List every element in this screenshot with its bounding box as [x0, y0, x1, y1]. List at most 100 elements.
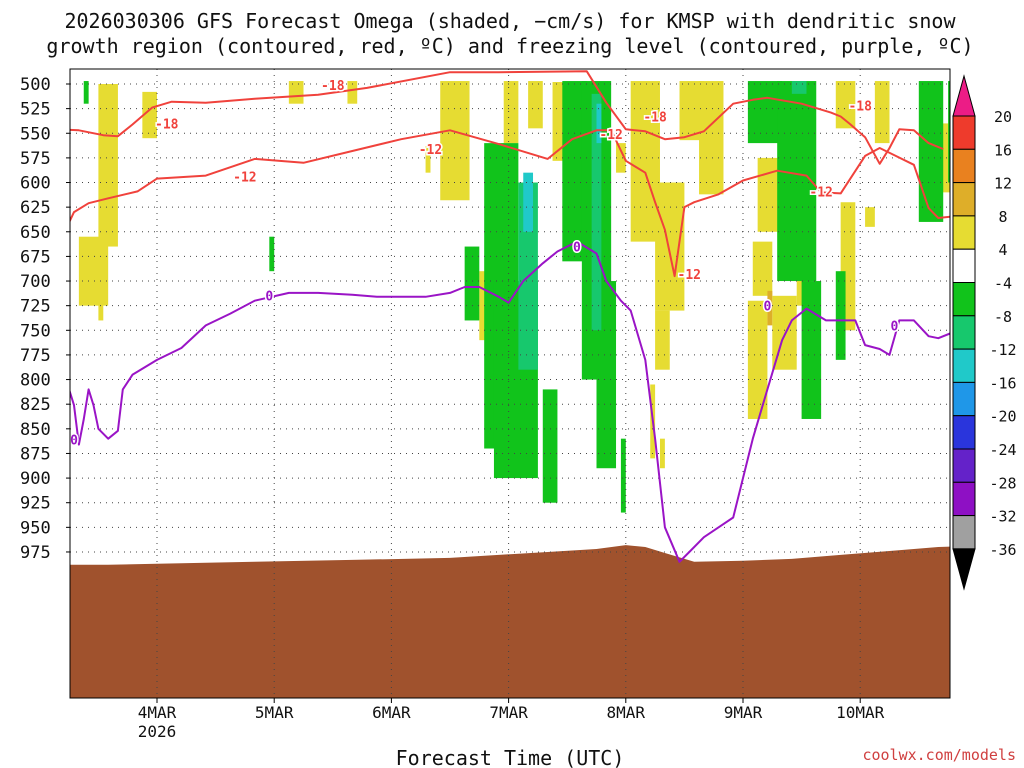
contour-label: 0 [70, 434, 78, 449]
omega-cell [791, 81, 807, 94]
y-tick-label: 900 [20, 469, 51, 489]
omega-cell [503, 81, 519, 144]
omega-cell [464, 246, 480, 321]
y-tick-label: 825 [20, 395, 51, 415]
colorbar-label: 12 [994, 175, 1012, 193]
omega-cell [596, 103, 602, 144]
y-tick-label: 925 [20, 494, 51, 514]
colorbar-segment [952, 215, 976, 250]
omega-shading [78, 81, 1024, 513]
colorbar-segment [952, 148, 976, 184]
colorbar-segment [952, 381, 976, 417]
omega-cell [752, 241, 773, 296]
omega-cell [767, 290, 773, 326]
x-tick-label: 10MAR [836, 703, 885, 722]
omega-cell [747, 300, 768, 419]
contour-label: -12 [599, 128, 622, 143]
y-axis: 500 525 550 575 600 625 650 675 700 725 750 775 800 8… [20, 75, 70, 563]
y-tick-label: 725 [20, 297, 51, 317]
omega-cell [83, 81, 89, 104]
omega-cell [269, 236, 275, 272]
omega-cell [347, 81, 358, 104]
contour-label: 0 [265, 290, 273, 305]
colorbar-label: -8 [994, 308, 1012, 326]
y-tick-label: 625 [20, 198, 51, 218]
y-tick-label: 525 [20, 100, 51, 120]
y-tick-label: 850 [20, 420, 51, 440]
y-tick-label: 975 [20, 543, 51, 563]
contour-line-0 [70, 240, 950, 563]
x-tick-label: 8MAR [607, 703, 646, 722]
y-tick-label: 550 [20, 124, 51, 144]
y-tick-label: 800 [20, 371, 51, 391]
omega-cell [874, 81, 890, 144]
y-tick-label: 650 [20, 223, 51, 243]
contour-label: -18 [643, 110, 667, 125]
omega-cell [747, 81, 783, 144]
colorbar-label: -12 [989, 341, 1016, 359]
colorbar-label: 4 [998, 241, 1007, 259]
omega-cell [918, 81, 944, 222]
x-tick-label: 4MAR [138, 703, 177, 722]
y-tick-label: 700 [20, 272, 51, 292]
omega-cell [542, 389, 558, 503]
omega-cell [98, 295, 104, 321]
colorbar-label: 16 [994, 141, 1012, 159]
contours [70, 70, 950, 563]
y-tick-label: 500 [20, 75, 51, 95]
colorbar-label: -32 [989, 508, 1016, 526]
chart-title: 2026030306 GFS Forecast Omega (shaded, −… [46, 9, 973, 58]
colorbar-label: -36 [989, 541, 1016, 559]
omega-cell [78, 236, 109, 306]
omega-cell [1012, 148, 1022, 222]
omega-cell [1016, 261, 1024, 340]
contour-label: -12 [678, 268, 701, 283]
omega-cell [655, 310, 670, 370]
x-tick-year-label: 2026 [138, 722, 177, 741]
omega-cell [523, 172, 534, 232]
contour-label: 0 [764, 300, 772, 315]
omega-cell [1012, 123, 1024, 207]
terrain-fill [70, 545, 950, 698]
colorbar-label: -16 [989, 374, 1016, 392]
colorbar-segment [952, 515, 976, 550]
colorbar-label: 20 [994, 108, 1012, 126]
terrain-ground [70, 545, 950, 698]
omega-cell [440, 81, 470, 201]
omega-cell [620, 438, 626, 513]
omega-cell [801, 281, 822, 419]
contour-label: -12 [233, 171, 256, 186]
omega-cell [655, 182, 685, 311]
colorbar-label: -4 [994, 275, 1012, 293]
contour-label: -18 [155, 117, 179, 132]
contour-label: -18 [848, 100, 872, 115]
colorbar: 20 16 12 8 4 -4 -8 -12 -16 -20 -24 -28 -32 -36 [952, 74, 1017, 591]
colorbar-segment [952, 348, 976, 383]
colorbar-segment [952, 248, 976, 283]
omega-cell [987, 296, 992, 321]
y-tick-label: 875 [20, 444, 51, 464]
omega-cell [1007, 190, 1024, 231]
omega-cell [1007, 202, 1024, 281]
colorbar-segment [952, 481, 976, 517]
omega-cell [865, 207, 875, 227]
colorbar-segment [952, 182, 976, 217]
y-tick-label: 950 [20, 518, 51, 538]
omega-cell [98, 84, 118, 247]
colorbar-label: -28 [989, 474, 1016, 492]
plot-area: -18-18-18-18-18-12-12-12-12-12-12000000 [70, 69, 1024, 698]
colorbar-label: -20 [989, 408, 1016, 426]
contour-label: 0 [890, 319, 898, 334]
credit-link[interactable]: coolwx.com/models [862, 746, 1016, 764]
colorbar-bottom-arrow [952, 548, 976, 591]
colorbar-segment [952, 315, 976, 350]
y-tick-label: 675 [20, 247, 51, 267]
y-tick-label: 750 [20, 321, 51, 341]
contour-label: -18 [321, 79, 345, 94]
omega-cell [948, 81, 950, 183]
colorbar-segment [952, 115, 976, 150]
colorbar-label: 8 [998, 208, 1007, 226]
omega-cell [425, 146, 431, 173]
